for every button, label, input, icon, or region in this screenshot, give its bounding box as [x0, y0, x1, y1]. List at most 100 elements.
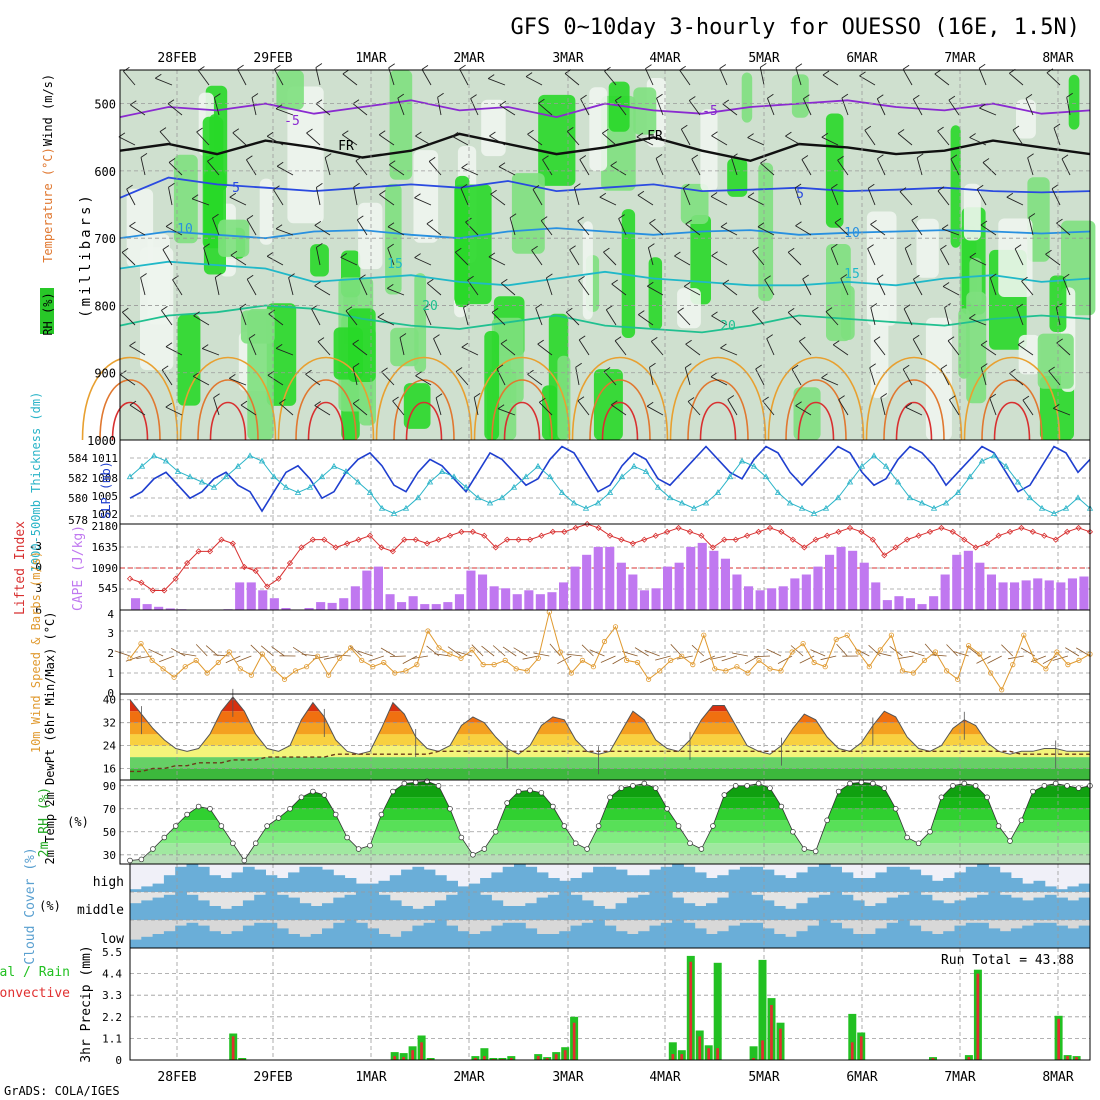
temperature-contour-warm [981, 379, 1043, 441]
rh-patch [727, 158, 748, 197]
wind-barb [388, 67, 395, 86]
wind-barb [880, 397, 886, 416]
wind-barb [274, 68, 284, 86]
cloud-cell [141, 886, 154, 892]
wind-barb [489, 135, 506, 146]
cloud-cell [694, 872, 707, 892]
wind-barb-10m [1052, 655, 1069, 661]
contour-label: 5 [232, 181, 240, 196]
rh-marker [584, 846, 590, 852]
contour-label: -5 [702, 104, 718, 119]
wind-barb [465, 221, 479, 236]
cloud-cell [864, 878, 876, 892]
rh-patch [680, 183, 709, 224]
cloud-cell [299, 866, 312, 892]
wind-barb [165, 346, 183, 356]
wind-barb-flag [276, 161, 284, 167]
thickness-marker [126, 473, 134, 480]
y-axis-unit: (%) [67, 815, 89, 829]
wind-barb-10m [301, 653, 318, 657]
wind-barb-flag [615, 96, 622, 101]
cloud-cell [209, 931, 221, 948]
wind-barb [161, 310, 173, 326]
precip-total-bar [848, 1013, 857, 1060]
cape-bar [431, 604, 441, 610]
cloud-cell [525, 866, 538, 892]
wind-speed-marker [855, 649, 861, 655]
wind-barb-flag [497, 404, 505, 410]
wind-barb-flag [913, 274, 920, 280]
wind-barb [248, 338, 257, 356]
rh-marker [332, 811, 339, 818]
cape-bar [871, 582, 881, 610]
wind-barb [719, 68, 728, 86]
wind-barb [314, 285, 331, 296]
cloud-cell [197, 866, 210, 892]
wind-barb [940, 248, 950, 266]
lifted-index-marker [412, 536, 419, 543]
legend-wind: Wind (m/s) [41, 74, 55, 146]
lifted-index-marker [275, 575, 282, 582]
cloud-cell [141, 900, 154, 920]
wind-barb-flag [990, 273, 997, 279]
temp-band [130, 722, 1090, 735]
wind-barb-flag [799, 336, 806, 342]
wind-barb [198, 70, 210, 86]
rh-marker [561, 823, 568, 829]
cloud-cell [570, 878, 583, 892]
rh-marker [881, 785, 888, 791]
wind-barb-flag [1062, 273, 1070, 279]
cloud-cell [288, 897, 300, 920]
y-tick-label: 5.5 [102, 946, 122, 959]
wind-barb [949, 399, 960, 416]
cloud-cell [412, 925, 425, 948]
cloud-cell [480, 894, 492, 920]
wind-barb-flag [461, 342, 469, 348]
wind-barb [470, 98, 479, 116]
wind-barb [840, 278, 849, 296]
rh-patch [1016, 99, 1036, 139]
wind-barb-10m [655, 655, 671, 661]
cape-bar [535, 594, 545, 610]
wind-speed-marker [811, 659, 817, 666]
precip-convective-bar [761, 1040, 764, 1060]
wind-barb [577, 400, 590, 416]
wind-barb-flag [606, 305, 613, 311]
rh-patch [538, 94, 576, 186]
cloud-cell [875, 928, 888, 948]
precip-convective-bar [698, 1036, 702, 1060]
y-axis-label-slp: SLP (mb) [99, 461, 113, 519]
precip-convective-bar [716, 1048, 719, 1060]
wind-barb [527, 373, 543, 386]
wind-barb [352, 103, 368, 116]
lifted-index-marker [881, 552, 888, 559]
cloud-cell [739, 922, 752, 948]
wind-barb-flag [414, 193, 421, 199]
wind-barb-flag [831, 183, 838, 189]
x-tick-label: 6MAR [846, 51, 877, 66]
wind-barb-10m [721, 655, 738, 662]
wind-speed-marker [469, 647, 475, 653]
wind-barb [491, 312, 506, 326]
cloud-cell [163, 931, 176, 948]
rh-marker [367, 842, 373, 849]
wind-barb [451, 135, 469, 146]
cloud-cell [626, 897, 639, 920]
wind-speed-marker [767, 666, 773, 672]
wind-barb-flag [722, 279, 730, 285]
wind-barb [399, 337, 405, 356]
y-tick-label: 545 [98, 582, 118, 595]
wind-speed-marker [436, 645, 442, 651]
wind-barb [638, 314, 654, 326]
rh-patch [484, 331, 500, 440]
wind-barb-flag [937, 186, 945, 192]
wind-barb [969, 317, 987, 326]
x-tick-label: 1MAR [355, 1070, 386, 1085]
y-axis-label-cloud: Cloud Cover (%) [23, 847, 38, 964]
cloud-cell [818, 920, 831, 948]
wind-barb-flag [500, 339, 508, 345]
wind-barb-flag [273, 185, 280, 191]
lifted-index-marker [1018, 524, 1025, 531]
lifted-index-marker [858, 528, 865, 535]
wind-speed-marker [789, 649, 795, 655]
